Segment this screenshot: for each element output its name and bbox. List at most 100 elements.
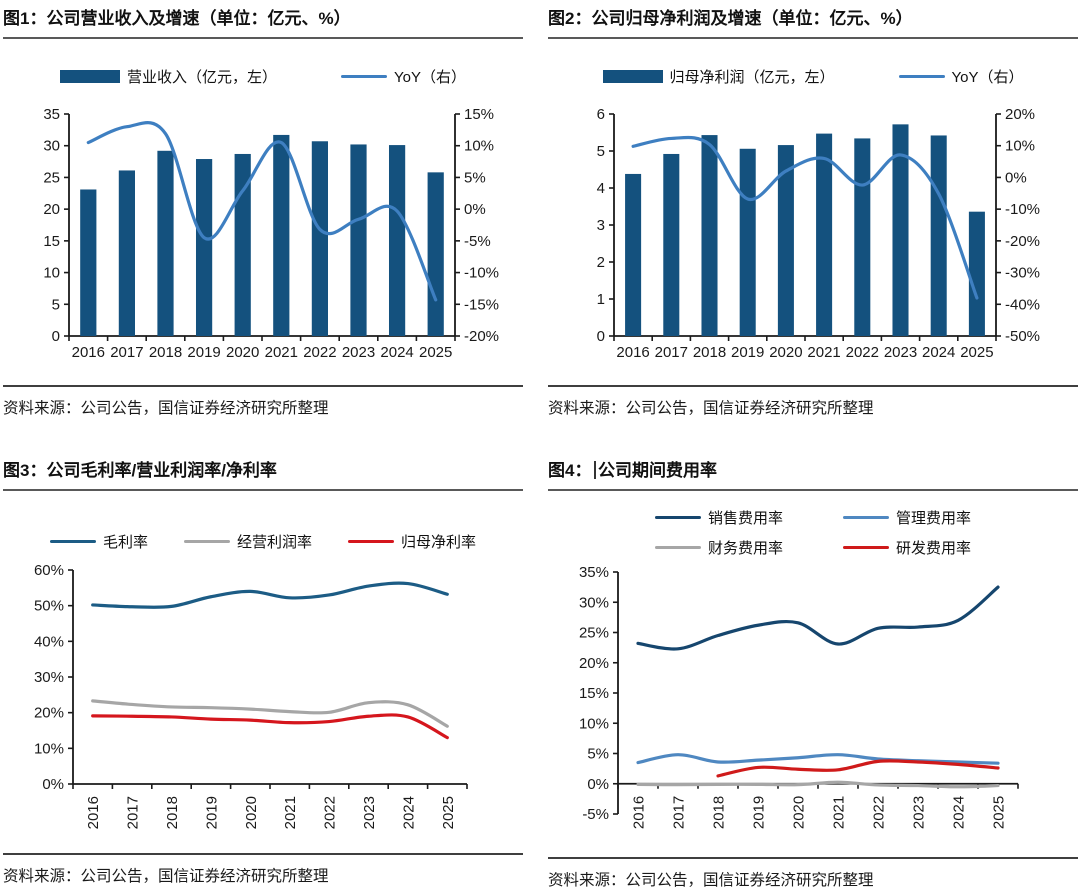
y-axis-left-label: 2	[597, 254, 605, 271]
figure2-panel: 图2：公司归母净利润及增速（单位：亿元、%） 归母净利润（亿元，左） YoY（右…	[548, 8, 1078, 418]
bar	[930, 135, 947, 336]
line-swatch	[898, 74, 945, 79]
y-axis-left-label: 15%	[579, 685, 609, 702]
x-tick-label: 2020	[769, 344, 802, 361]
x-tick-label: 2022	[846, 344, 879, 361]
x-tick-label: 2022	[871, 796, 888, 829]
y-axis-right-label: -10%	[464, 265, 499, 282]
figure3-title-prefix: 图3：	[3, 461, 47, 480]
y-axis-right-label: 20%	[1005, 106, 1035, 123]
x-tick-label: 2024	[380, 344, 413, 361]
x-tick-label: 2020	[226, 344, 259, 361]
axes: 0 1 2 3 4 5 6 -50% -40% -30% -20% -10% 0% 10% 20% 2016 2…	[597, 106, 1040, 361]
x-tick-label: 2020	[243, 796, 260, 829]
bar	[663, 153, 680, 336]
legend-label: 研发费用率	[896, 540, 972, 557]
line-swatch	[183, 539, 230, 544]
bar-series	[80, 134, 444, 336]
y-axis-right-label: -30%	[1005, 265, 1040, 282]
legend-label: 归母净利润（亿元，左）	[669, 69, 835, 86]
figure4-panel: 图4： 公司期间费用率 销售费用率 管理费用率 财务费用率 研发费用率 -5% 0%…	[548, 460, 1078, 890]
figure1-title: 图1：公司营业收入及增速（单位：亿元、%）	[3, 8, 523, 39]
line-series	[91, 699, 449, 728]
x-tick-label: 2018	[693, 344, 726, 361]
figure2-legend: 归母净利润（亿元，左） YoY（右）	[548, 66, 1078, 87]
x-tick-label: 2017	[671, 796, 688, 829]
y-axis-left-label: 20%	[34, 705, 64, 722]
text-cursor	[594, 461, 596, 479]
legend-label: 经营利润率	[236, 534, 312, 551]
y-axis-left-label: 0	[52, 328, 60, 345]
figure2-chart: 0 1 2 3 4 5 6 -50% -40% -30% -20% -10% 0% 10% 20% 2016 2…	[597, 106, 1040, 361]
line-swatch	[341, 74, 388, 79]
legend-label: 管理费用率	[896, 510, 972, 527]
legend-item: 归母净利润（亿元，左）	[602, 66, 835, 87]
legend-item: 财务费用率	[654, 537, 783, 558]
legend-item: 研发费用率	[843, 537, 971, 558]
source-text: 资料来源：公司公告，国信证券经济研究所整理	[548, 400, 874, 417]
x-tick-label: 2020	[791, 796, 808, 829]
line-series	[636, 585, 1000, 651]
figure4-title-prefix: 图4：	[548, 461, 592, 480]
y-axis-right-label: -15%	[464, 296, 499, 313]
bar	[427, 172, 444, 336]
y-axis-right-label: 10%	[464, 138, 494, 155]
y-axis-left-label: 60%	[34, 562, 64, 579]
legend-label: YoY（右）	[951, 69, 1024, 86]
y-axis-left-label: 6	[597, 106, 605, 123]
y-axis-right-label: -50%	[1005, 328, 1040, 345]
x-tick-label: 2021	[831, 796, 848, 829]
figure1-chart: 05101520253035-20%-15%-10%-5%0%5%10%15%2…	[43, 106, 499, 361]
bar	[273, 134, 290, 336]
y-axis-right-label: -20%	[1005, 233, 1040, 250]
bar	[195, 159, 213, 336]
x-tick-label: 2017	[125, 796, 142, 829]
x-tick-label: 2019	[203, 796, 220, 829]
legend-label: 营业收入（亿元，左）	[127, 69, 278, 86]
legend-label: YoY（右）	[394, 69, 466, 86]
y-axis-left-label: 20%	[579, 655, 609, 672]
x-tick-label: 2018	[711, 796, 728, 829]
x-tick-label: 2021	[807, 344, 840, 361]
line-series	[631, 135, 979, 300]
line-swatch	[843, 515, 889, 520]
y-axis-left-label: 30%	[579, 594, 609, 611]
y-axis-right-label: 0%	[1005, 169, 1027, 186]
bar	[350, 144, 367, 336]
source-text: 资料来源：公司公告，国信证券经济研究所整理	[548, 872, 874, 889]
bar	[816, 133, 833, 336]
line-swatch	[843, 545, 889, 550]
y-axis-left-label: 25	[43, 169, 60, 186]
figure2-title-prefix: 图2：	[548, 9, 592, 28]
x-tick-label: 2023	[342, 344, 375, 361]
line-series	[716, 759, 1000, 778]
bar	[777, 145, 794, 336]
x-tick-label: 2016	[616, 344, 649, 361]
x-tick-label: 2024	[922, 344, 955, 361]
figure3-legend: 毛利率 经营利润率 归母净利率	[3, 531, 523, 552]
x-tick-label: 2021	[282, 796, 299, 829]
figure1-title-prefix: 图1：	[3, 9, 47, 28]
x-tick-label: 2017	[110, 344, 143, 361]
y-axis-left-label: 4	[597, 180, 605, 197]
y-axis-left-label: 15	[43, 233, 60, 250]
y-axis-left-label: 50%	[34, 598, 64, 615]
line-swatch	[348, 539, 394, 544]
axes: -5% 0% 5% 10% 15% 20% 25% 30% 35% 2016 2017 2018 201…	[579, 564, 1019, 829]
legend-item: YoY（右）	[341, 66, 466, 87]
axes: 0% 10% 20% 30% 40% 50% 60% 2016 2017 2018 2019 2020…	[34, 562, 468, 829]
y-axis-right-label: -40%	[1005, 296, 1040, 313]
y-axis-left-label: 0%	[587, 776, 609, 793]
line-series	[91, 581, 449, 609]
bar-swatch	[602, 70, 663, 83]
y-axis-left-label: 10%	[579, 715, 609, 732]
x-tick-label: 2022	[303, 344, 336, 361]
source-text: 资料来源：公司公告，国信证券经济研究所整理	[3, 400, 329, 417]
axes: 05101520253035-20%-15%-10%-5%0%5%10%15%2…	[43, 106, 499, 361]
y-axis-left-label: 20	[43, 201, 60, 218]
y-axis-left-label: 0%	[42, 776, 64, 793]
line-series	[86, 121, 438, 302]
line-swatch	[654, 545, 701, 550]
bar	[968, 211, 985, 336]
y-axis-left-label: 1	[597, 291, 605, 308]
